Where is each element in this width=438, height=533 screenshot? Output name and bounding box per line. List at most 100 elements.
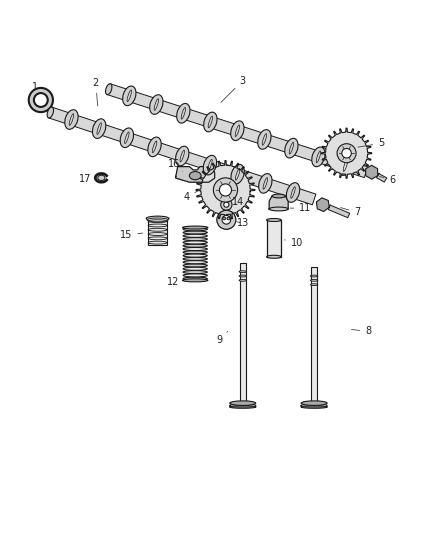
Circle shape [29,88,53,112]
Ellipse shape [106,84,112,95]
Polygon shape [176,167,215,182]
Bar [240,263,246,403]
Ellipse shape [150,95,163,115]
Circle shape [342,149,351,158]
Text: 5: 5 [358,138,384,148]
Ellipse shape [183,244,207,247]
Ellipse shape [239,271,247,272]
Ellipse shape [230,406,256,408]
Ellipse shape [258,130,271,149]
Ellipse shape [203,155,217,175]
Ellipse shape [183,261,207,264]
Ellipse shape [183,277,207,280]
Polygon shape [377,174,387,182]
Polygon shape [366,165,378,179]
Ellipse shape [65,110,78,130]
Ellipse shape [231,165,244,184]
Ellipse shape [183,228,207,231]
Polygon shape [230,403,256,407]
Ellipse shape [269,207,288,211]
Text: 4: 4 [184,190,199,203]
Text: 1: 1 [32,82,44,94]
Ellipse shape [239,279,247,281]
Ellipse shape [204,112,217,132]
Circle shape [219,184,232,196]
Ellipse shape [311,279,318,281]
Ellipse shape [123,86,136,106]
Bar [148,219,167,245]
Ellipse shape [311,284,318,286]
Polygon shape [107,84,368,177]
Ellipse shape [183,238,207,241]
Ellipse shape [183,267,207,270]
Text: 3: 3 [221,76,246,102]
Text: 17: 17 [79,174,98,184]
Circle shape [224,202,229,207]
Ellipse shape [183,231,207,234]
Ellipse shape [183,279,208,282]
Polygon shape [316,198,329,212]
Ellipse shape [183,247,207,251]
Ellipse shape [189,172,201,180]
Ellipse shape [230,401,256,406]
Ellipse shape [47,107,53,118]
Polygon shape [196,160,255,220]
Circle shape [217,211,236,229]
Text: 10: 10 [284,238,303,248]
Ellipse shape [183,235,207,237]
Ellipse shape [286,183,300,203]
Text: 15: 15 [120,230,143,240]
Text: 7: 7 [341,207,360,217]
Ellipse shape [98,175,105,181]
Ellipse shape [301,401,327,406]
Ellipse shape [267,219,281,222]
Ellipse shape [147,218,168,222]
Text: 16: 16 [167,159,182,172]
Ellipse shape [92,119,106,139]
Text: 6: 6 [379,175,395,185]
Ellipse shape [301,406,327,408]
Ellipse shape [146,216,169,221]
Circle shape [213,178,237,202]
Text: 2: 2 [92,78,99,106]
Polygon shape [321,128,372,178]
Ellipse shape [285,139,298,158]
Polygon shape [301,403,327,407]
Ellipse shape [183,274,207,277]
Ellipse shape [120,128,134,148]
Ellipse shape [272,194,285,198]
Ellipse shape [311,275,318,277]
Ellipse shape [183,264,207,267]
Text: 9: 9 [216,332,228,345]
Ellipse shape [339,156,352,175]
Bar [267,220,281,257]
Text: 12: 12 [167,277,187,287]
Ellipse shape [231,121,244,141]
Ellipse shape [177,103,190,123]
Ellipse shape [183,241,207,244]
Ellipse shape [148,137,161,157]
Polygon shape [269,196,288,209]
Ellipse shape [183,251,207,254]
Bar [311,268,317,403]
Text: 11: 11 [290,203,311,213]
Ellipse shape [259,174,272,193]
Polygon shape [328,205,350,217]
Text: 8: 8 [351,326,371,336]
Text: 13: 13 [237,218,249,228]
Ellipse shape [223,217,226,220]
Ellipse shape [312,147,325,167]
Ellipse shape [183,226,208,229]
Ellipse shape [267,255,281,259]
Circle shape [221,199,232,211]
Circle shape [337,144,356,163]
Ellipse shape [227,217,230,220]
Text: 14: 14 [232,198,244,207]
Circle shape [222,215,231,224]
Circle shape [34,93,48,107]
Polygon shape [49,107,316,205]
Ellipse shape [183,271,207,273]
Ellipse shape [183,257,207,261]
Ellipse shape [183,254,207,257]
Ellipse shape [176,146,189,166]
